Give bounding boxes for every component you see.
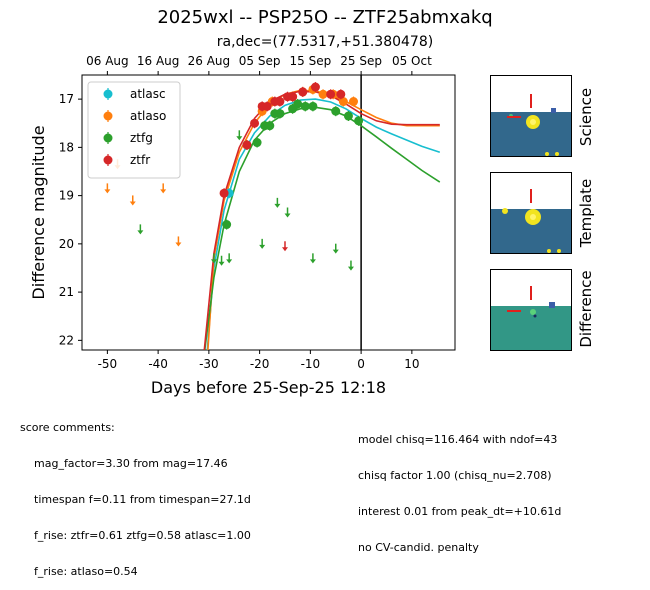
data-point-ztfg [308, 101, 318, 111]
data-point-ztfg [252, 138, 262, 148]
y-tick-label: 21 [59, 285, 74, 299]
upper-limit-head-ztfg [309, 259, 316, 264]
data-point-ztfg [343, 111, 353, 121]
data-point-atlaso [318, 89, 328, 99]
model-comment-line: interest 0.01 from peak_dt=+10.61d [358, 505, 562, 518]
upper-limit-head-ztfg [259, 244, 266, 249]
upper-limit-head-ztfg [332, 249, 339, 254]
upper-limit-head-atlaso [104, 189, 111, 194]
data-point-ztfr [288, 92, 298, 102]
legend-marker [103, 89, 113, 99]
x-tick-label: -10 [301, 357, 321, 371]
data-point-ztfr [336, 89, 346, 99]
data-point-ztfr [298, 87, 308, 97]
difference-label: Difference [577, 270, 595, 348]
data-point-ztfg [331, 106, 341, 116]
data-point-atlaso [349, 97, 359, 107]
plot-area [104, 82, 441, 350]
model-comment-line: model chisq=116.464 with ndof=43 [358, 433, 558, 446]
data-point-ztfg [265, 121, 275, 131]
upper-limit-head-ztfg [210, 259, 217, 264]
upper-limit-head-ztfr [281, 247, 288, 252]
x-axis-label: Days before 25-Sep-25 12:18 [151, 378, 386, 397]
data-point-ztfr [310, 82, 320, 92]
x-tick-label: -50 [98, 357, 118, 371]
upper-limit-head-ztfg [218, 261, 225, 266]
x-tick-label: 10 [404, 357, 419, 371]
upper-limit-head-atlaso [129, 201, 136, 206]
legend-marker [103, 133, 113, 143]
legend-label: atlaso [130, 109, 166, 123]
top-tick-label: 15 Sep [290, 54, 332, 68]
data-point-ztfg [293, 99, 303, 109]
upper-limit-head-ztfg [236, 136, 243, 141]
template-cutout-image [491, 173, 571, 253]
upper-limit-head-atlaso [160, 189, 167, 194]
difference-cutout-image [491, 270, 571, 350]
model-comment-line: no CV-candid. penalty [358, 541, 479, 554]
data-point-ztfr [262, 101, 272, 111]
science-label: Science [577, 87, 595, 147]
legend-marker [103, 111, 113, 121]
legend-label: ztfg [130, 131, 153, 145]
chart-title: 2025wxl -- PSP25O -- ZTF25abmxakq [157, 7, 493, 28]
model-curve-ztfr [203, 90, 440, 350]
score-comment-line: mag_factor=3.30 from mag=17.46 [34, 457, 228, 470]
score-comment-line: f_rise: ztfr=0.61 ztfg=0.58 atlasc=1.00 [34, 529, 251, 542]
legend-label: atlasc [130, 87, 166, 101]
data-point-ztfg [354, 116, 364, 126]
data-point-ztfr [326, 89, 336, 99]
data-point-ztfr [250, 118, 260, 128]
score-comment-line: f_rise: atlaso=0.54 [34, 565, 138, 578]
data-point-ztfr [242, 140, 252, 150]
y-tick-label: 18 [59, 140, 74, 154]
model-curve-atlaso [207, 89, 440, 350]
x-tick-label: 0 [357, 357, 365, 371]
upper-limit-head-atlaso [175, 242, 182, 247]
data-point-ztfg [275, 109, 285, 119]
score-comments: score comments: mag_factor=3.30 from mag… [20, 398, 251, 590]
light-curve-plot: -50 -40 -30 -20 -10 0 10 06 Aug 16 Aug 26 Aug 05 S… [29, 54, 456, 397]
upper-limit-head-ztfg [274, 203, 281, 208]
upper-limit-head-ztfg [226, 259, 233, 264]
top-tick-label: 26 Aug [188, 54, 231, 68]
top-tick-label: 06 Aug [86, 54, 129, 68]
top-tick-label: 25 Sep [340, 54, 382, 68]
template-label: Template [577, 178, 595, 248]
x-tick-label: -30 [199, 357, 219, 371]
model-curve-atlasc [206, 98, 441, 350]
data-point-ztfg [222, 220, 232, 230]
plot-frame [81, 74, 456, 351]
chart-subtitle: ra,dec=(77.5317,+51.380478) [216, 34, 434, 50]
y-tick-label: 17 [59, 92, 74, 106]
x-tick-label: -20 [250, 357, 270, 371]
upper-limit-head-ztfg [284, 213, 291, 218]
legend-box [87, 81, 181, 179]
score-comments-header: score comments: [20, 421, 115, 434]
data-point-ztfr [275, 97, 285, 107]
upper-limit-head-ztfg [347, 266, 354, 271]
legend-label: ztfr [130, 153, 150, 167]
model-curve-ztfg [204, 106, 441, 350]
y-tick-label: 22 [59, 333, 74, 347]
template-cutout [490, 172, 572, 254]
top-tick-label: 05 Sep [239, 54, 281, 68]
science-cutout [490, 75, 572, 157]
top-tick-label: 05 Oct [392, 54, 432, 68]
data-point-ztfg [300, 101, 310, 111]
upper-limit-head-ztfg [137, 230, 144, 235]
y-axis-label: Difference magnitude [29, 125, 48, 299]
model-comment-line: chisq factor 1.00 (chisq_nu=2.708) [358, 469, 552, 482]
score-comment-line: timespan f=0.11 from timespan=27.1d [34, 493, 251, 506]
model-comments: model chisq=116.464 with ndof=43 chisq f… [358, 410, 561, 566]
legend-marker [103, 155, 113, 165]
data-point-ztfr [219, 188, 229, 198]
difference-cutout [490, 269, 572, 351]
science-cutout-image [491, 76, 571, 156]
y-tick-label: 19 [59, 189, 74, 203]
y-tick-label: 20 [59, 237, 74, 251]
top-tick-label: 16 Aug [137, 54, 180, 68]
x-tick-label: -40 [148, 357, 168, 371]
